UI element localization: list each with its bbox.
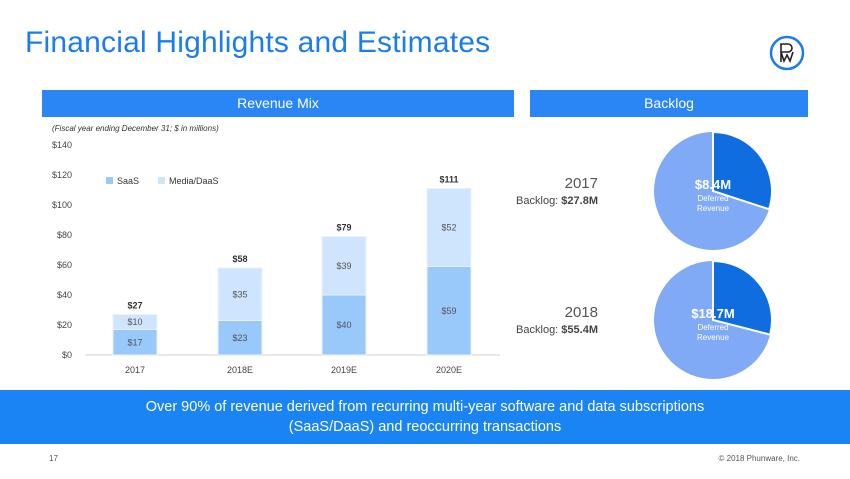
backlog-header: Backlog: [530, 90, 808, 117]
total-label: $111: [439, 175, 458, 185]
page-number: 17: [49, 454, 58, 463]
legend-swatch: [106, 177, 113, 184]
banner-line-2: (SaaS/DaaS) and reoccurring transactions: [288, 419, 562, 435]
y-tick-label: $20: [57, 320, 72, 330]
segment-label: $23: [232, 333, 247, 343]
copyright: © 2018 Phunware, Inc.: [718, 454, 801, 463]
legend-swatch: [158, 177, 165, 184]
segment-label: $40: [336, 320, 351, 330]
segment-label: $39: [336, 261, 351, 271]
segment-label: $17: [127, 337, 142, 347]
revenue-mix-header: Revenue Mix: [42, 90, 514, 117]
deferred-label: Revenue: [697, 333, 730, 342]
legend-label: SaaS: [117, 176, 139, 186]
legend-label: Media/DaaS: [169, 176, 219, 186]
y-tick-label: $0: [62, 350, 72, 360]
bar-media-daas: [112, 314, 158, 330]
backlog-value: Backlog: $55.4M: [516, 324, 598, 336]
segment-label: $35: [232, 289, 247, 299]
backlog-value: Backlog: $27.8M: [516, 195, 598, 207]
deferred-value: $8.4M: [695, 177, 731, 192]
page-title: Financial Highlights and Estimates: [25, 26, 491, 59]
y-tick-label: $120: [52, 170, 72, 180]
total-label: $27: [127, 301, 142, 311]
segment-label: $10: [127, 317, 142, 327]
bar-saas: [426, 266, 472, 356]
total-label: $58: [232, 254, 247, 264]
segment-label: $59: [441, 306, 456, 316]
summary-banner: Over 90% of revenue derived from recurri…: [0, 390, 850, 444]
x-tick-label: 2018E: [227, 365, 253, 375]
y-tick-label: $40: [57, 290, 72, 300]
backlog-year: 2018: [564, 304, 598, 321]
y-tick-label: $140: [52, 140, 72, 150]
revenue-mix-chart: $0 $20 $40 $60 $80 $100 $120 $140 $17 $10 $27 2017 $…: [52, 140, 500, 375]
y-tick-label: $80: [57, 230, 72, 240]
pie-slice-deferred: [712, 259, 773, 336]
phunware-logo: [769, 35, 805, 71]
bar-media-daas: [426, 188, 472, 267]
deferred-label: Revenue: [697, 204, 730, 213]
deferred-label: Deferred: [697, 323, 728, 332]
y-tick-label: $60: [57, 260, 72, 270]
deferred-label: Deferred: [697, 194, 728, 203]
total-label: $79: [336, 223, 351, 233]
deferred-value: $18.7M: [691, 306, 734, 321]
bar-media-daas: [217, 267, 263, 321]
segment-label: $52: [441, 223, 456, 233]
bar-media-daas: [321, 236, 367, 296]
pie-slice-deferred: [712, 130, 773, 211]
x-tick-label: 2017: [125, 365, 145, 375]
banner-line-1: Over 90% of revenue derived from recurri…: [145, 399, 705, 415]
fiscal-note: (Fiscal year ending December 31; $ in mi…: [52, 124, 219, 133]
y-tick-label: $100: [52, 200, 72, 210]
x-tick-label: 2020E: [436, 365, 462, 375]
bar-saas: [321, 294, 367, 356]
backlog-year: 2017: [564, 175, 598, 192]
x-tick-label: 2019E: [331, 365, 357, 375]
